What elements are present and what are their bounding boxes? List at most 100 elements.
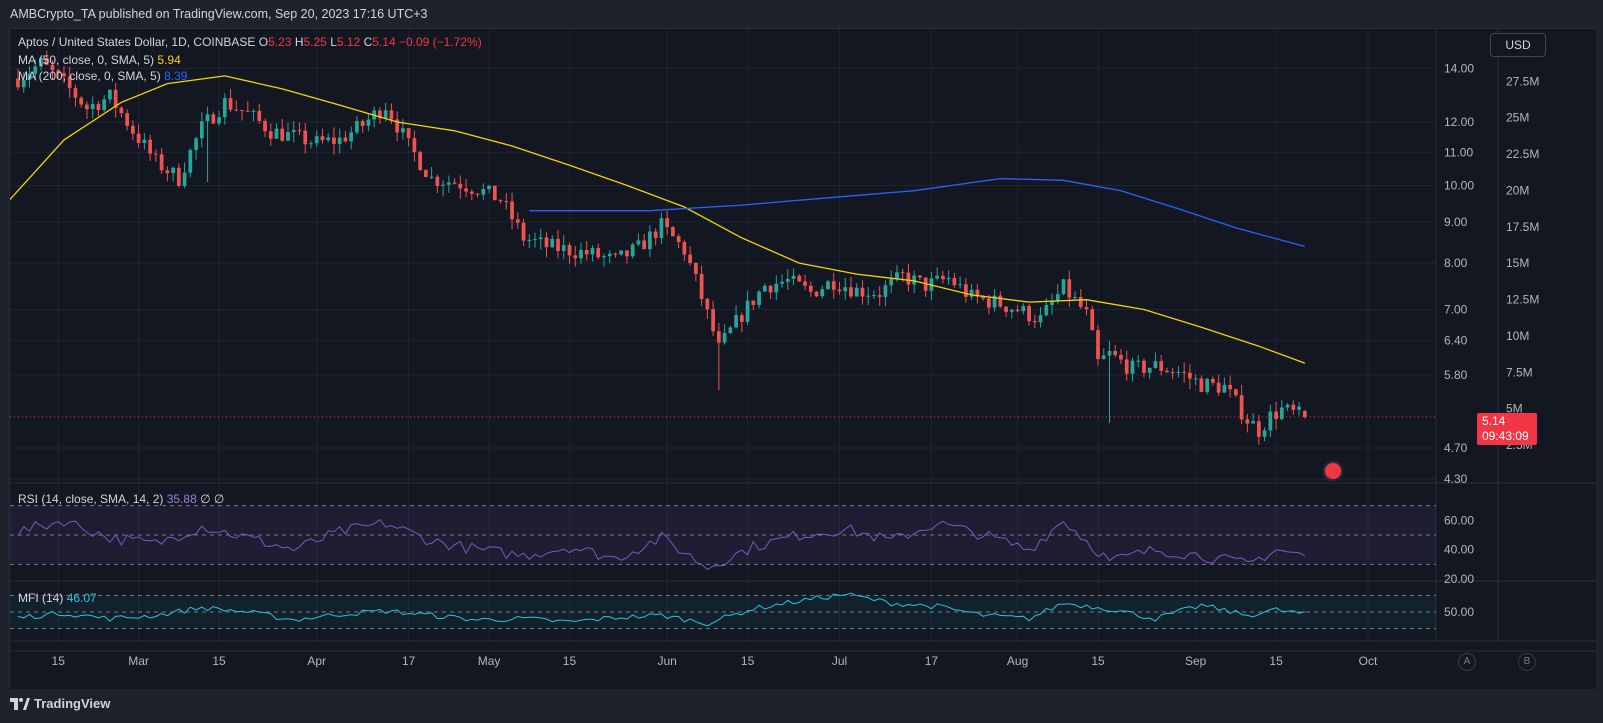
candle-body — [314, 136, 319, 144]
chart-frame[interactable]: 14.00 12.00 11.00 10.00 9.00 8.00 7.00 6.40 5.80… — [9, 28, 1596, 689]
candle-body — [1044, 305, 1049, 316]
candle-body — [722, 332, 727, 343]
candle-body — [291, 130, 296, 133]
bottom-bar: TradingView — [0, 688, 1603, 723]
candle-body — [1153, 361, 1158, 368]
ma50-legend[interactable]: MA (50, close, 0, SMA, 5) 5.94 — [18, 53, 181, 67]
currency-button[interactable]: USD — [1490, 33, 1546, 57]
candle-body — [579, 250, 583, 259]
candle-body — [90, 104, 95, 110]
candle-body — [217, 117, 221, 124]
candle-body — [1274, 411, 1278, 419]
candle-body — [1205, 378, 1210, 392]
price-tick-label: 14.00 — [1444, 61, 1474, 75]
candle-body — [475, 193, 480, 195]
candle-body — [602, 256, 606, 258]
rsi-extra: ∅ ∅ — [200, 492, 225, 506]
candle-body — [251, 110, 256, 112]
candle-body — [533, 239, 537, 241]
x-tick-label: May — [478, 654, 501, 668]
candle-body — [378, 110, 382, 119]
volume-tick-label: 10M — [1506, 329, 1529, 343]
log-scale-button[interactable]: B — [1518, 653, 1536, 671]
x-tick-label: Aug — [1007, 654, 1028, 668]
volume-tick-label: 27.5M — [1506, 74, 1539, 88]
candle-body — [682, 242, 687, 255]
candle-body — [912, 275, 917, 285]
auto-scale-button[interactable]: A — [1458, 653, 1476, 671]
candle-body — [412, 138, 417, 153]
candle-body — [50, 64, 55, 71]
candle-body — [481, 189, 486, 195]
price-tick-label: 6.40 — [1444, 334, 1468, 348]
candle-body — [1015, 309, 1020, 312]
candle-body — [424, 170, 428, 178]
candle-body — [688, 254, 692, 263]
candle-body — [280, 128, 285, 141]
candle-body — [665, 218, 670, 228]
candle-body — [199, 121, 204, 139]
candle-body — [67, 76, 72, 89]
price-tick-label: 12.00 — [1444, 115, 1474, 129]
x-tick-label: 15 — [212, 654, 226, 668]
volume-tick-label: 12.5M — [1506, 293, 1539, 307]
ma200-value: 8.39 — [164, 69, 188, 83]
candle-body — [791, 275, 796, 279]
candle-body — [1061, 279, 1066, 295]
candle-body — [85, 104, 89, 110]
candle-body — [401, 128, 405, 133]
candle-body — [590, 248, 595, 255]
price-tick-label: 4.30 — [1444, 472, 1468, 486]
ma200-legend[interactable]: MA (200, close, 0, SMA, 5) 8.39 — [18, 69, 187, 83]
candle-body — [131, 125, 135, 134]
x-tick-label: Sep — [1185, 654, 1207, 668]
open-label: O — [258, 35, 269, 49]
candle-body — [607, 253, 612, 257]
ma200-label: MA (200, close, 0, SMA, 5) — [18, 69, 161, 83]
candle-body — [452, 182, 457, 184]
candle-body — [446, 182, 451, 185]
candle-body — [62, 73, 66, 77]
last-price: 5.14 — [1482, 414, 1506, 428]
candle-body — [837, 289, 842, 292]
candle-body — [964, 284, 968, 297]
candle-body — [831, 281, 836, 290]
candle-body — [653, 231, 658, 238]
candle-body — [625, 250, 629, 257]
high-label: H — [294, 35, 304, 49]
candle-body — [268, 131, 273, 139]
candle-body — [1090, 309, 1095, 331]
us-flag-icon[interactable] — [1323, 461, 1343, 481]
candle-body — [854, 287, 859, 297]
candle-body — [521, 222, 526, 241]
candle-body — [1302, 410, 1307, 417]
rsi-legend[interactable]: RSI (14, close, SMA, 14, 2) 35.88 ∅ ∅ — [18, 492, 224, 506]
brand-name: TradingView — [34, 696, 111, 711]
candle-body — [998, 295, 1003, 307]
candle-body — [429, 176, 434, 178]
x-tick-label: 15 — [1269, 654, 1283, 668]
candle-body — [768, 285, 773, 293]
chart-canvas[interactable]: 14.00 12.00 11.00 10.00 9.00 8.00 7.00 6.40 5.80… — [10, 29, 1596, 689]
candle-body — [728, 327, 733, 333]
bar-countdown: 09:43:09 — [1482, 429, 1529, 443]
price-tick-label: 11.00 — [1444, 145, 1473, 159]
candle-body — [79, 97, 84, 105]
candle-body — [1268, 411, 1273, 431]
tradingview-brand[interactable]: TradingView — [10, 696, 110, 711]
candle-body — [1055, 294, 1060, 302]
candle-body — [1285, 404, 1290, 408]
candle-body — [458, 183, 463, 189]
x-tick-label: 15 — [52, 654, 66, 668]
candle-body — [320, 136, 325, 141]
open-value: 5.23 — [268, 35, 292, 49]
candle-body — [872, 295, 876, 297]
candle-body — [745, 300, 750, 322]
candle-body — [1159, 361, 1164, 371]
mfi-legend[interactable]: MFI (14) 46.07 — [18, 591, 97, 605]
candle-body — [1234, 389, 1238, 396]
candle-body — [263, 120, 267, 132]
candle-body — [877, 295, 882, 297]
candle-body — [986, 298, 991, 308]
candle-body — [337, 137, 342, 144]
